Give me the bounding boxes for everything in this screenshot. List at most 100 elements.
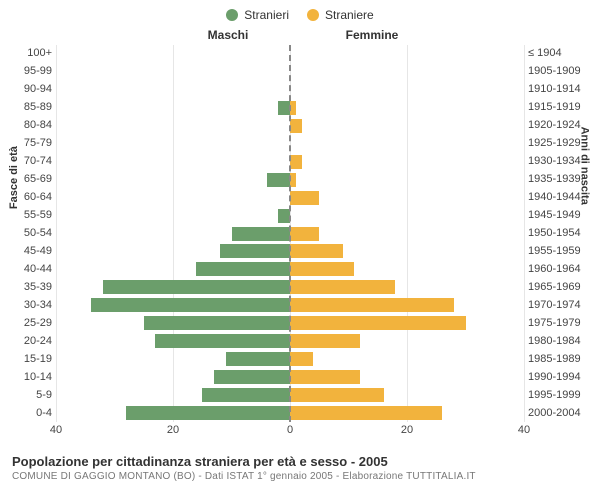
bar-row-male [56, 278, 290, 296]
bar-row-male [56, 99, 290, 117]
chart-subtitle: COMUNE DI GAGGIO MONTANO (BO) - Dati IST… [12, 471, 588, 482]
y-tick-birth: ≤ 1904 [528, 44, 588, 62]
bar-male [267, 173, 290, 187]
bar-row-male [56, 386, 290, 404]
bar-male [155, 334, 290, 348]
y-tick-age: 30-34 [12, 296, 52, 314]
bars-male [56, 45, 290, 422]
bar-male [126, 406, 290, 420]
bar-row-female [290, 404, 524, 422]
bar-row-female [290, 99, 524, 117]
y-tick-age: 15-19 [12, 350, 52, 368]
bar-female [290, 155, 302, 169]
y-tick-birth: 1955-1959 [528, 242, 588, 260]
bar-row-female [290, 296, 524, 314]
bar-female [290, 298, 454, 312]
plot: Fasce di età Anni di nascita 100+95-9990… [12, 44, 588, 422]
bar-row-female [290, 171, 524, 189]
chart-container: Stranieri Straniere Maschi Femmine Fasce… [0, 0, 600, 500]
bar-male [220, 244, 290, 258]
bar-row-female [290, 117, 524, 135]
bar-row-male [56, 260, 290, 278]
bar-row-male [56, 63, 290, 81]
bar-row-male [56, 135, 290, 153]
bar-row-male [56, 368, 290, 386]
bar-row-female [290, 278, 524, 296]
bar-row-female [290, 332, 524, 350]
legend-item-female: Straniere [307, 8, 374, 22]
y-tick-age: 35-39 [12, 278, 52, 296]
y-tick-birth: 1985-1989 [528, 350, 588, 368]
legend-swatch-male [226, 9, 238, 21]
bar-row-male [56, 332, 290, 350]
x-tick: 20 [401, 424, 413, 436]
bar-female [290, 227, 319, 241]
y-tick-birth: 1970-1974 [528, 296, 588, 314]
y-tick-age: 40-44 [12, 260, 52, 278]
x-axis: 402002040 [12, 424, 588, 440]
bar-row-female [290, 225, 524, 243]
bar-female [290, 191, 319, 205]
bar-male [214, 370, 290, 384]
bar-female [290, 280, 395, 294]
bar-row-female [290, 314, 524, 332]
bar-female [290, 334, 360, 348]
y-axis-age: 100+95-9990-9485-8980-8475-7970-7465-696… [12, 44, 56, 422]
bar-female [290, 119, 302, 133]
y-tick-birth: 1905-1909 [528, 62, 588, 80]
bar-male [196, 262, 290, 276]
bar-row-female [290, 260, 524, 278]
y-tick-age: 5-9 [12, 386, 52, 404]
y-axis-birth: ≤ 19041905-19091910-19141915-19191920-19… [524, 44, 588, 422]
y-tick-age: 45-49 [12, 242, 52, 260]
bar-row-male [56, 45, 290, 63]
y-tick-age: 85-89 [12, 98, 52, 116]
bar-row-female [290, 242, 524, 260]
center-line [289, 45, 291, 422]
plot-area [56, 44, 524, 422]
bar-row-female [290, 386, 524, 404]
bar-female [290, 406, 442, 420]
y-tick-birth: 1910-1914 [528, 80, 588, 98]
bar-male [226, 352, 290, 366]
y-axis-title-left: Fasce di età [8, 146, 20, 209]
y-tick-birth: 1975-1979 [528, 314, 588, 332]
bar-row-male [56, 207, 290, 225]
bar-female [290, 370, 360, 384]
x-tick: 0 [287, 424, 293, 436]
bar-row-female [290, 81, 524, 99]
y-axis-title-right: Anni di nascita [578, 127, 590, 205]
y-tick-birth: 1960-1964 [528, 260, 588, 278]
bar-female [290, 262, 354, 276]
bar-row-male [56, 153, 290, 171]
bar-row-female [290, 135, 524, 153]
y-tick-age: 100+ [12, 44, 52, 62]
chart-title: Popolazione per cittadinanza straniera p… [12, 454, 588, 469]
bar-male [91, 298, 290, 312]
bar-row-male [56, 171, 290, 189]
x-tick: 20 [167, 424, 179, 436]
bar-female [290, 316, 466, 330]
y-tick-age: 80-84 [12, 116, 52, 134]
y-tick-age: 0-4 [12, 404, 52, 422]
y-tick-age: 20-24 [12, 332, 52, 350]
bar-row-female [290, 207, 524, 225]
chart-footer: Popolazione per cittadinanza straniera p… [12, 454, 588, 482]
legend-label-female: Straniere [325, 8, 374, 22]
y-tick-birth: 1990-1994 [528, 368, 588, 386]
bar-female [290, 244, 343, 258]
bar-row-male [56, 350, 290, 368]
legend-item-male: Stranieri [226, 8, 289, 22]
x-tick: 40 [50, 424, 62, 436]
bar-male [202, 388, 290, 402]
y-tick-birth: 1945-1949 [528, 206, 588, 224]
x-axis-ticks: 402002040 [56, 424, 524, 440]
bar-row-male [56, 296, 290, 314]
y-tick-birth: 1965-1969 [528, 278, 588, 296]
y-tick-age: 10-14 [12, 368, 52, 386]
bar-male [103, 280, 290, 294]
bar-row-male [56, 225, 290, 243]
header-female: Femmine [300, 28, 444, 42]
bar-row-female [290, 63, 524, 81]
bar-row-male [56, 404, 290, 422]
